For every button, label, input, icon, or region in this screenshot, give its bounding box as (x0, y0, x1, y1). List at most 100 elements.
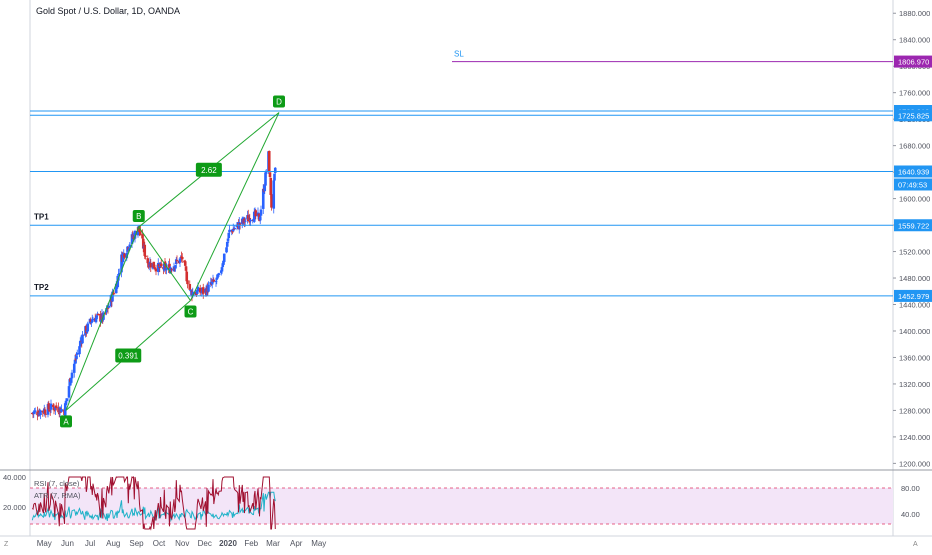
candle-body (47, 403, 51, 410)
candle-body (191, 291, 195, 297)
osc-left-tick: 20.000 (3, 503, 26, 512)
candle-body (60, 409, 63, 412)
candle-body (226, 238, 230, 241)
candle-body (73, 359, 77, 364)
candle-body (238, 223, 242, 225)
candle-body (164, 264, 168, 270)
y-tick-label: 1440.000 (899, 301, 930, 310)
candle-body (86, 323, 90, 332)
pattern-point-label: B (136, 212, 141, 221)
price-pane (30, 0, 893, 470)
pattern-point-badge (60, 415, 72, 428)
level-label-sl: SL (454, 50, 464, 59)
zoom-icon: Z (4, 541, 9, 548)
ratio-label: 2.62 (201, 166, 217, 175)
candle-body (210, 282, 214, 285)
candle-body (172, 266, 176, 272)
rsi-band-fill (30, 488, 893, 524)
candle-body (267, 150, 271, 172)
candle-body (222, 253, 226, 262)
candle-body (48, 410, 52, 412)
pattern-leg (138, 226, 191, 301)
candle-body (52, 407, 56, 411)
osc-right-tick: 40.00 (901, 510, 920, 519)
abcd-pattern: A B C D 2.62 0.391 (60, 95, 285, 428)
candle-body (217, 273, 221, 275)
candle-body (249, 220, 252, 222)
candle-body (46, 404, 50, 415)
y-tick-label: 1880.000 (899, 9, 930, 18)
pattern-point-label: D (276, 98, 282, 107)
x-tick-label: Mar (266, 539, 280, 548)
x-tick-label: Jun (61, 539, 74, 548)
candle-body (138, 231, 142, 236)
atr-line (31, 491, 276, 523)
candle-body (105, 308, 109, 310)
candle-body (225, 247, 228, 253)
candle-body (220, 267, 224, 272)
candle-body (141, 238, 145, 249)
candle-body (180, 256, 184, 260)
candle-body (233, 228, 237, 230)
candle-body (200, 291, 204, 293)
candle-body (198, 287, 202, 293)
candle-body (68, 379, 72, 386)
candle-body (163, 262, 167, 265)
candle-body (67, 386, 71, 398)
price-label-bg (894, 109, 932, 122)
x-tick-label: Sep (129, 539, 144, 548)
candle-body (246, 215, 250, 222)
candle-body (99, 313, 102, 322)
candle-body (149, 263, 153, 268)
x-tick-label: May (37, 539, 52, 548)
candle-body (91, 318, 95, 321)
auto-scale-icon: A (913, 541, 918, 548)
pattern-point-label: C (188, 308, 194, 317)
x-tick-label: Apr (290, 539, 303, 548)
candle-body (264, 172, 267, 186)
candle-body (96, 313, 100, 315)
ratio-badge (115, 348, 142, 363)
candle-body (225, 241, 229, 247)
candle-body (252, 211, 256, 222)
candle-body (125, 252, 129, 259)
candle-body (268, 172, 272, 177)
y-tick-label: 1320.000 (899, 380, 930, 389)
candle-body (51, 404, 55, 407)
candle-body (212, 279, 216, 282)
level-label: TP2 (34, 283, 49, 292)
candle-body (272, 180, 276, 209)
candle-body (243, 220, 247, 222)
candle-body (111, 291, 114, 302)
candle-body (188, 284, 192, 290)
ratio-badge (195, 162, 222, 177)
candle-body (36, 415, 40, 417)
candle-body (174, 265, 177, 269)
price-label: 1559.722 (898, 221, 929, 230)
candle-body (130, 234, 134, 245)
candle-body (156, 262, 160, 272)
candle-body (195, 290, 199, 294)
candle-body (222, 260, 225, 265)
candle-body (78, 341, 82, 347)
candle-body (174, 259, 178, 265)
y-tick-label: 1600.000 (899, 195, 930, 204)
candle-body (235, 224, 239, 227)
candle-body (70, 372, 74, 379)
candle-body (273, 173, 276, 181)
candle-body (201, 287, 205, 294)
candle-body (105, 308, 108, 313)
ratio-label: 0.391 (118, 351, 139, 360)
candle-body (183, 261, 187, 266)
candle-body (43, 409, 47, 414)
candle-body (136, 230, 140, 236)
candle-body (273, 167, 277, 173)
price-label: 1452.979 (898, 292, 929, 301)
candle-body (269, 177, 273, 195)
candle-body (159, 263, 163, 267)
candle-body (63, 403, 67, 417)
candle-body (107, 305, 111, 308)
candle-body (221, 264, 225, 268)
